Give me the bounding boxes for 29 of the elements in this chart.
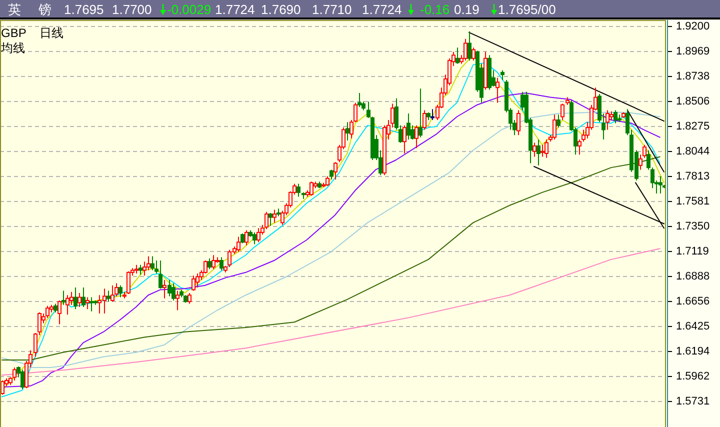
y-tick-label: 1.8738	[676, 70, 710, 82]
annotation: 均线	[0, 41, 25, 55]
y-tick-label: 1.8275	[676, 120, 710, 132]
y-tick-label: 1.6656	[676, 296, 710, 308]
text: -0.0029	[167, 2, 212, 17]
y-tick-label: 1.7119	[676, 246, 709, 258]
y-tick-label: 1.5962	[676, 370, 710, 382]
y-tick-label: 1.6425	[676, 320, 710, 332]
text: 1.7700	[112, 2, 152, 17]
text: 1.7690	[261, 2, 301, 17]
text: 0.19	[454, 2, 480, 17]
y-tick-label: 1.7813	[676, 170, 710, 182]
y-tick-label: 1.6194	[676, 346, 710, 358]
text: 1.7724	[215, 2, 255, 17]
text: 1.7695	[64, 2, 104, 17]
y-tick-label: 1.8506	[676, 96, 710, 108]
text: GBP 日线	[1, 26, 64, 40]
text: 1.7724	[362, 2, 402, 17]
text: 1.7710	[312, 2, 352, 17]
y-tick-label: 1.6888	[676, 270, 710, 282]
y-tick-label: 1.9200	[676, 20, 710, 32]
text: -0.16	[420, 2, 450, 17]
y-tick-label: 1.5731	[676, 396, 710, 408]
y-tick-label: 1.8969	[676, 46, 710, 58]
y-tick-label: 1.7581	[676, 196, 710, 208]
y-tick-label: 1.8044	[676, 146, 710, 158]
y-tick-label: 1.7350	[676, 220, 710, 232]
chart-title: 英 镑	[8, 2, 52, 17]
text: 1.7695/00	[498, 2, 556, 17]
